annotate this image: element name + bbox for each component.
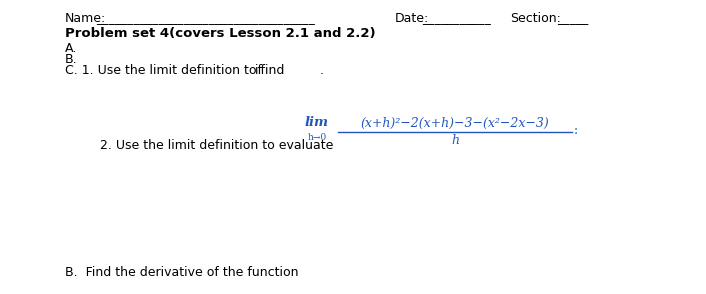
Text: :: : bbox=[574, 124, 578, 138]
Text: Name:: Name: bbox=[65, 12, 106, 25]
Text: if: if bbox=[255, 64, 263, 77]
Text: _____: _____ bbox=[557, 12, 588, 25]
Text: h: h bbox=[451, 134, 459, 147]
Text: B.: B. bbox=[65, 53, 78, 66]
Text: h→0: h→0 bbox=[308, 133, 327, 142]
Text: A.: A. bbox=[65, 42, 77, 55]
Text: lim: lim bbox=[305, 116, 329, 129]
Text: Date:: Date: bbox=[395, 12, 429, 25]
Text: ___________________________________: ___________________________________ bbox=[96, 12, 315, 25]
Text: C. 1. Use the limit definition to find: C. 1. Use the limit definition to find bbox=[65, 64, 285, 77]
Text: .: . bbox=[320, 64, 324, 77]
Text: Problem set 4(covers Lesson 2.1 and 2.2): Problem set 4(covers Lesson 2.1 and 2.2) bbox=[65, 27, 376, 40]
Text: (x+h)²−2(x+h)−3−(x²−2x−3): (x+h)²−2(x+h)−3−(x²−2x−3) bbox=[361, 117, 549, 130]
Text: Section:: Section: bbox=[510, 12, 561, 25]
Text: 2. Use the limit definition to evaluate: 2. Use the limit definition to evaluate bbox=[100, 139, 333, 152]
Text: ___________: ___________ bbox=[422, 12, 491, 25]
Text: B.  Find the derivative of the function: B. Find the derivative of the function bbox=[65, 266, 299, 279]
